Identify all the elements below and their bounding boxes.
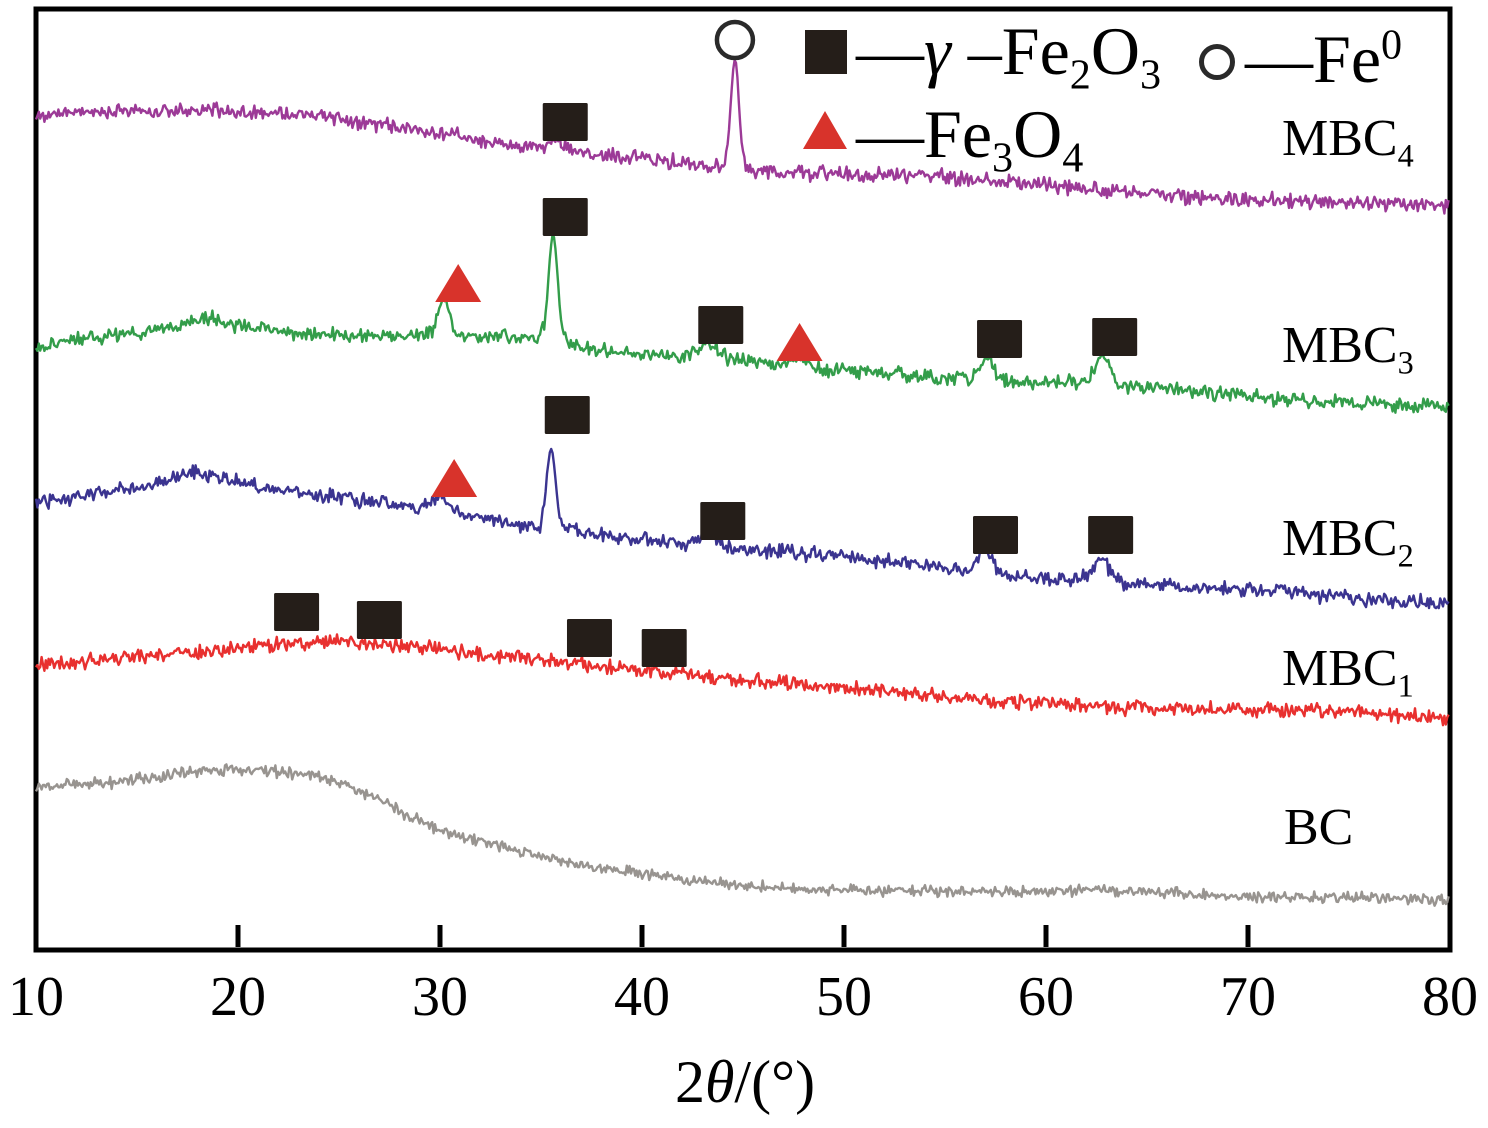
legend-label-fe0: —Fe0 [1245,21,1403,97]
marker-square-gamma-fe2o3 [973,516,1018,554]
marker-triangle-fe3o4 [776,323,823,361]
marker-triangle-fe3o4 [431,459,478,497]
marker-triangle-fe3o4 [435,264,482,302]
curve-label-mbc4: MBC4 [1282,110,1414,174]
marker-square-gamma-fe2o3 [700,502,746,540]
marker-square-gamma-fe2o3 [698,306,744,344]
x-tick-label: 40 [614,966,670,1028]
x-tick-label: 80 [1422,966,1478,1028]
x-axis-title: 2θ/(°) [674,1049,816,1115]
curve-label-mbc3: MBC3 [1282,317,1414,381]
curve-label-mbc1: MBC1 [1282,640,1414,704]
curve-MBC2 [34,447,1450,610]
marker-square-gamma-fe2o3 [542,103,588,141]
curve-BC [34,763,1450,907]
marker-square-gamma-fe2o3 [544,396,590,434]
x-tick-label: 30 [412,966,468,1028]
legend-fe3o4-triangle-icon [803,111,847,149]
x-tick-label: 60 [1018,966,1074,1028]
plot-frame [33,6,1453,953]
marker-square-gamma-fe2o3 [641,629,687,667]
legend-gamma-fe2o3-square-icon [805,30,847,74]
curve-MBC4 [34,59,1450,215]
marker-square-gamma-fe2o3 [566,619,612,657]
legend-label-fe3o4: —Fe3O4 [856,96,1084,182]
curve-MBC3 [34,232,1450,414]
x-tick-label: 20 [210,966,266,1028]
marker-square-gamma-fe2o3 [977,320,1023,358]
marker-square-gamma-fe2o3 [1092,318,1138,356]
marker-square-gamma-fe2o3 [1088,516,1134,554]
legend-label-gamma-fe2o3: —γ –Fe2O3 [856,13,1162,99]
x-tick-label: 10 [8,966,64,1028]
legend-fe0-circle-icon [1199,44,1235,80]
curve-MBC1 [35,633,1450,727]
marker-square-gamma-fe2o3 [356,601,402,639]
x-tick-label: 70 [1220,966,1276,1028]
marker-square-gamma-fe2o3 [274,593,320,631]
curve-label-bc: BC [1284,799,1354,856]
x-tick-label: 50 [816,966,872,1028]
curve-label-mbc2: MBC2 [1282,510,1414,574]
marker-circle-fe0 [714,19,756,61]
marker-square-gamma-fe2o3 [542,198,588,236]
